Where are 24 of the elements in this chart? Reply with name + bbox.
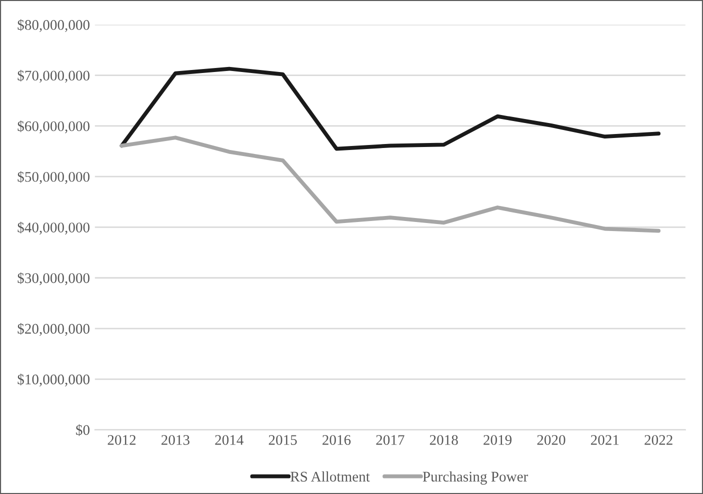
y-tick-label: $70,000,000 — [18, 70, 90, 83]
y-tick-label: $80,000,000 — [18, 19, 90, 32]
line-series — [120, 136, 661, 233]
y-tick-label: $10,000,000 — [18, 374, 90, 386]
y-tick-label: $30,000,000 — [18, 272, 90, 286]
x-tick-label: 2016 — [322, 435, 351, 445]
y-tick-label: $60,000,000 — [18, 120, 90, 134]
y-tick-label: $40,000,000 — [18, 222, 90, 235]
x-tick-label: 2014 — [215, 435, 244, 445]
x-tick-label: 2012 — [108, 435, 136, 445]
y-tick-label: $20,000,000 — [18, 323, 90, 336]
y-tick-label: $50,000,000 — [18, 171, 90, 184]
x-tick-label: 2021 — [590, 435, 619, 445]
legend-label: RS Allotment — [290, 471, 370, 482]
line-series — [120, 66, 661, 151]
x-tick-label: 2018 — [430, 435, 458, 445]
x-tick-label: 2017 — [376, 435, 404, 445]
x-tick-label: 2013 — [161, 435, 190, 445]
legend-label: Purchasing Power — [422, 471, 528, 485]
y-tick-label: $0 — [76, 424, 90, 436]
x-tick-label: 2019 — [484, 435, 512, 445]
x-tick-label: 2022 — [644, 435, 672, 445]
x-tick-label: 2015 — [268, 435, 297, 445]
x-tick-label: 2020 — [537, 435, 566, 445]
